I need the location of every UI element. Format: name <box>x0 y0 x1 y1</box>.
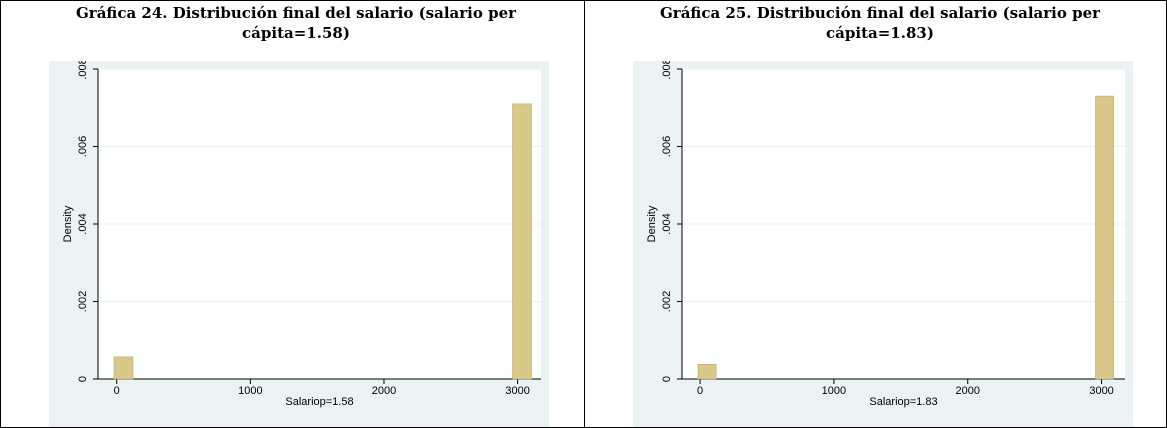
x-tick-label: 1000 <box>822 385 846 397</box>
y-tick-label: .008 <box>77 61 89 80</box>
bar <box>512 103 532 380</box>
y-tick-label: 0 <box>661 376 673 382</box>
chart-cell: Gráfica 24. Distribución final del salar… <box>1 1 583 427</box>
y-axis-label: Density <box>646 205 658 242</box>
x-tick-label: 3000 <box>505 385 529 397</box>
y-tick-label: 0 <box>77 376 89 382</box>
y-tick-label: .006 <box>77 136 89 157</box>
y-tick-label: .002 <box>661 291 673 312</box>
y-axis-label: Density <box>62 205 74 242</box>
bar <box>113 356 134 380</box>
chart-title: Gráfica 24. Distribución final del salar… <box>75 4 517 42</box>
x-axis-label: Salariop=1.83 <box>869 396 937 408</box>
x-tick-label: 2000 <box>955 385 979 397</box>
y-tick-label: .004 <box>661 213 673 234</box>
chart-title: Gráfica 25. Distribución final del salar… <box>659 4 1101 42</box>
x-tick-label: 0 <box>697 385 703 397</box>
y-tick-label: .002 <box>77 291 89 312</box>
chart: 0 .002 .004 .006 .008 0 1000 2000 3000 Density Sal… <box>633 61 1133 427</box>
x-tick-label: 2000 <box>372 385 396 397</box>
chart: 0 .002 .004 .006 .008 0 1000 2000 3000 Density Sal… <box>49 61 549 427</box>
x-axis-label: Salariop=1.58 <box>285 396 353 408</box>
bar <box>697 363 717 380</box>
x-tick-label: 3000 <box>1089 385 1113 397</box>
x-tick-label: 0 <box>114 385 120 397</box>
y-tick-label: .008 <box>661 61 673 80</box>
bar <box>1095 95 1114 380</box>
x-tick-label: 1000 <box>238 385 262 397</box>
chart-cell: Gráfica 25. Distribución final del salar… <box>584 1 1167 427</box>
y-tick-label: .006 <box>661 136 673 157</box>
y-tick-label: .004 <box>77 213 89 234</box>
